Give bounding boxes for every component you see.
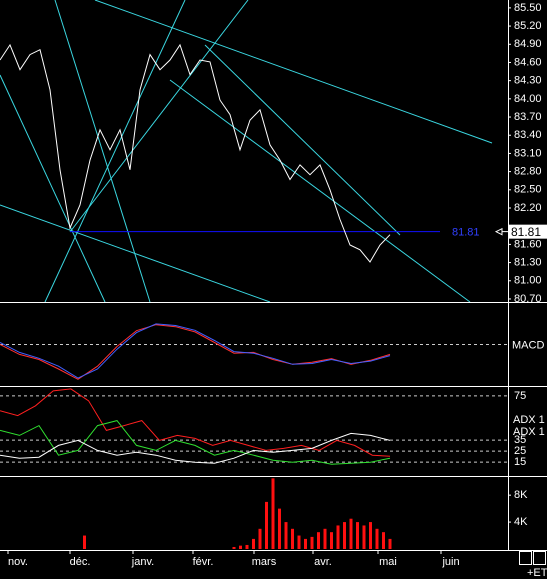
trendline: [69, 0, 249, 233]
x-tick-label: nov.: [8, 556, 28, 568]
y-tick-label: 84.00: [514, 93, 542, 105]
y-tick-label: 85.50: [514, 2, 542, 14]
y-tick-label: 84.30: [514, 75, 542, 87]
x-tick-label: mai: [379, 556, 397, 568]
volume-bar: [382, 532, 385, 549]
y-tick-label: 80.70: [514, 293, 542, 305]
y-tick-label: 83.10: [514, 147, 542, 159]
y-tick-label: 25: [514, 445, 526, 457]
trendline: [44, 0, 186, 303]
volume-bar: [323, 528, 327, 549]
volume-bar: [369, 522, 372, 549]
y-tick-label: 81.60: [514, 238, 542, 250]
volume-bar: [239, 545, 242, 549]
volume-bar: [265, 501, 268, 549]
x-tick-label: mars: [252, 556, 277, 568]
volume-bar: [83, 535, 86, 549]
last-price-box: [509, 224, 547, 239]
volume-bar: [252, 538, 255, 549]
last-price-axis-label: 81.81: [511, 225, 541, 239]
y-tick-label: 85.20: [514, 20, 542, 32]
y-tick-label: 82.80: [514, 166, 542, 178]
macd-label: MACD: [512, 339, 544, 351]
y-tick-label: 75: [514, 390, 526, 402]
x-tick-label: avr.: [314, 556, 332, 568]
panel-borders: [0, 0, 547, 551]
volume-bar: [304, 538, 307, 549]
y-tick-label: 83.70: [514, 111, 542, 123]
trendline: [169, 79, 471, 303]
y-tick-label: 83.40: [514, 129, 542, 141]
button[interactable]: [533, 551, 546, 565]
trendline: [54, 0, 151, 303]
y-tick-label: 81.00: [514, 275, 542, 287]
corner-label: +ET: [527, 567, 547, 579]
volume-bar: [343, 522, 346, 549]
y-tick-label: 84.60: [514, 56, 542, 68]
y-tick-label: 15: [514, 456, 526, 468]
x-tick-label: janv.: [131, 556, 154, 568]
volume-bar: [356, 522, 359, 549]
adx-line: [0, 420, 391, 465]
macd-line: [0, 323, 391, 379]
macd-line: [0, 324, 391, 380]
volume-bar: [317, 532, 320, 549]
trendline: [0, 74, 106, 303]
volume-bar: [284, 522, 288, 549]
price-line: [0, 43, 391, 263]
volume-bar: [297, 535, 301, 549]
adx-label: ADX 1: [513, 414, 545, 426]
last-price-label: 81.81: [452, 227, 480, 239]
trendline: [94, 0, 493, 144]
adx-label: ADX 1: [513, 426, 545, 438]
last-price-arrow: [494, 227, 508, 236]
adx-line: [0, 432, 391, 464]
volume-bar: [349, 518, 353, 549]
x-tick-label: déc.: [70, 556, 91, 568]
y-tick-label: 82.20: [514, 202, 542, 214]
volume-bar: [271, 478, 275, 549]
button[interactable]: [519, 551, 532, 565]
volume-bar: [388, 538, 392, 549]
x-tick-label: juin: [441, 556, 459, 568]
x-tick-label: févr.: [193, 556, 214, 568]
volume-bar: [330, 532, 333, 549]
volume-bar: [291, 528, 294, 549]
volume-bar: [310, 536, 314, 549]
y-tick-label: 35: [514, 434, 526, 446]
trendlines: [0, 0, 493, 303]
volume-bar: [375, 528, 379, 549]
y-tick-label: 81.30: [514, 256, 542, 268]
y-tick-label: 4K: [514, 516, 528, 528]
volume-bar: [278, 508, 281, 549]
adx-line: [0, 388, 391, 457]
y-tick-label: 8K: [514, 489, 528, 501]
y-tick-label: 82.50: [514, 184, 542, 196]
trendline: [204, 44, 401, 236]
volume-bar: [258, 528, 262, 549]
volume-bar: [336, 525, 340, 549]
y-tick-label: 84.90: [514, 38, 542, 50]
volume-bar: [232, 546, 236, 549]
volume-bar: [245, 544, 249, 549]
volume-bar: [362, 525, 366, 549]
